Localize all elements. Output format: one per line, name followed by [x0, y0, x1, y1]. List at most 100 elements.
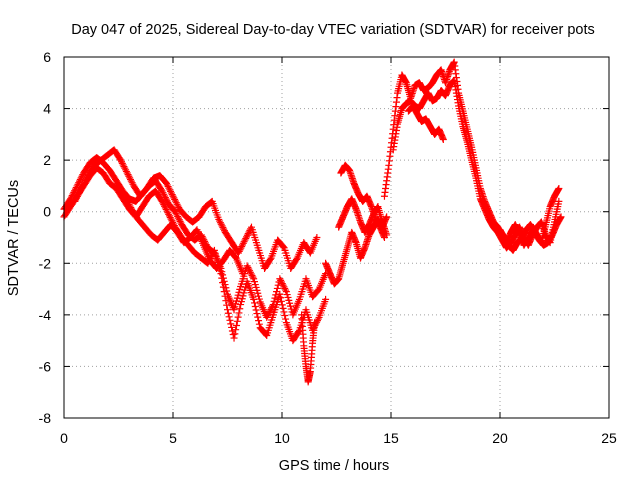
y-tick-label: 0 — [43, 204, 51, 220]
data-point — [159, 199, 167, 207]
data-point — [162, 179, 170, 187]
data-point — [79, 181, 87, 189]
data-point — [279, 304, 287, 312]
data-point — [246, 268, 254, 276]
data-point — [127, 177, 135, 185]
data-point — [236, 246, 244, 254]
data-point — [264, 310, 272, 318]
data-point — [251, 302, 259, 310]
data-point — [555, 197, 563, 205]
data-point — [218, 222, 226, 230]
data-point — [123, 197, 131, 205]
data-point — [273, 284, 281, 292]
data-point — [243, 262, 251, 270]
y-axis-label: SDTVAR / TECUs — [6, 180, 22, 296]
data-point — [76, 175, 84, 183]
data-point — [253, 310, 261, 318]
grid-lines — [64, 57, 609, 418]
y-tick-label: 2 — [43, 152, 51, 168]
x-tick-labels: 0 5 10 15 20 25 — [60, 430, 617, 446]
data-point — [248, 272, 256, 280]
data-point — [262, 331, 270, 339]
data-point — [165, 212, 173, 220]
data-point — [68, 192, 76, 200]
data-point — [82, 175, 90, 183]
data-point — [117, 156, 125, 164]
data-point — [312, 320, 320, 328]
y-tick-label: 6 — [43, 49, 51, 65]
data-point — [158, 187, 166, 195]
data-point — [313, 234, 321, 241]
data-point — [169, 192, 177, 200]
data-point — [233, 317, 241, 325]
data-point — [118, 159, 126, 167]
data-point — [250, 295, 258, 303]
data-point — [124, 199, 132, 207]
data-point — [219, 271, 227, 279]
x-tick-label: 20 — [492, 430, 508, 446]
data-point — [126, 175, 134, 183]
chart-title: Day 047 of 2025, Sidereal Day-to-day VTE… — [71, 22, 595, 38]
data-point — [74, 180, 82, 188]
data-point — [242, 234, 250, 242]
data-point — [163, 207, 171, 215]
data-point — [218, 274, 226, 282]
data-point — [73, 182, 81, 190]
y-tick-label: -8 — [39, 410, 52, 426]
data-point — [171, 208, 179, 216]
data-point — [123, 195, 131, 203]
data-point — [174, 202, 182, 210]
data-point — [122, 167, 130, 175]
data-point — [557, 213, 565, 221]
data-point — [227, 320, 235, 328]
data-point — [250, 299, 258, 307]
data-point — [121, 164, 129, 172]
data-point — [219, 283, 227, 291]
data-point — [244, 230, 252, 238]
x-tick-label: 25 — [601, 430, 617, 446]
data-point — [216, 217, 224, 225]
data-point — [266, 255, 274, 263]
data-point — [276, 290, 284, 298]
data-point — [71, 197, 79, 205]
data-point — [76, 177, 84, 185]
data-point — [216, 219, 224, 227]
plot-frame — [63, 56, 610, 419]
data-point — [128, 179, 136, 187]
data-point — [124, 171, 132, 179]
data-point — [238, 243, 246, 251]
data-point — [78, 172, 86, 180]
data-point — [278, 280, 286, 288]
data-point — [78, 183, 86, 191]
data-point — [164, 209, 172, 217]
data-point — [238, 241, 246, 249]
data-point — [220, 288, 228, 296]
data-point — [439, 136, 447, 144]
data-point — [74, 191, 82, 199]
data-points — [60, 58, 565, 386]
x-tick-label: 5 — [169, 430, 177, 446]
data-point — [224, 309, 232, 317]
x-tick-label: 10 — [274, 430, 290, 446]
y-tick-labels: -8 -6 -4 -2 0 2 4 6 — [39, 49, 52, 426]
data-point — [176, 217, 184, 225]
data-point — [222, 297, 230, 305]
x-tick-label: 0 — [60, 430, 68, 446]
data-point — [172, 209, 180, 217]
data-point — [161, 204, 169, 212]
data-point — [77, 174, 85, 182]
data-point — [173, 211, 181, 219]
data-point — [277, 297, 285, 305]
data-point — [235, 247, 243, 255]
data-point — [77, 186, 85, 194]
data-point — [280, 283, 288, 291]
data-point — [165, 184, 173, 192]
data-point — [122, 194, 130, 202]
data-point — [282, 315, 290, 323]
data-point — [73, 193, 81, 201]
data-point — [122, 166, 130, 174]
data-point — [75, 189, 83, 197]
y-tick-label: 4 — [43, 101, 51, 117]
data-point — [175, 216, 183, 224]
